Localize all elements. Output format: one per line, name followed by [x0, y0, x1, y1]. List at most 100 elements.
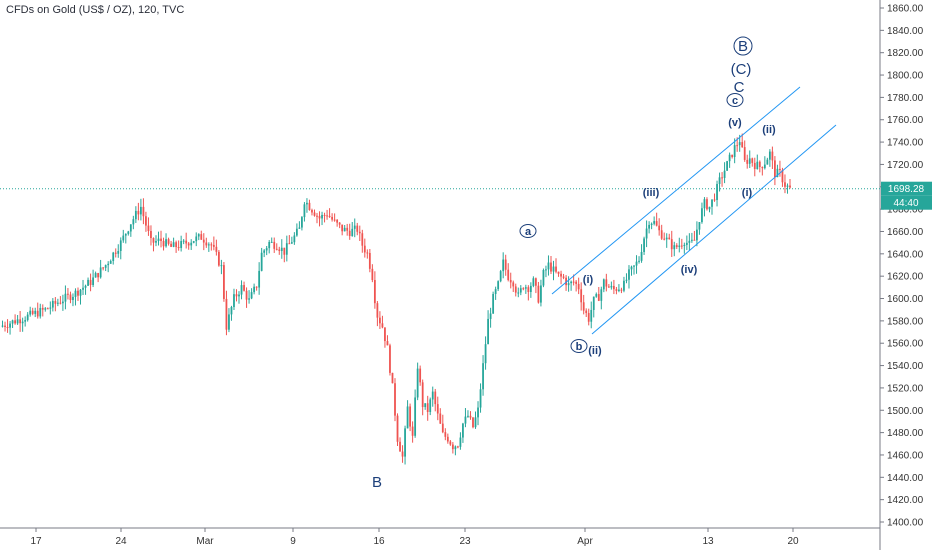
- candle-body: [776, 168, 779, 178]
- candle-body: [620, 289, 623, 291]
- price-tick-label: 1400.00: [887, 518, 924, 529]
- price-tick-label: 1740.00: [887, 138, 924, 149]
- candle-body: [273, 241, 276, 249]
- candle-body: [104, 265, 107, 268]
- candle-body: [414, 397, 417, 436]
- candle-body: [67, 293, 69, 295]
- wave-circle: [733, 36, 753, 56]
- candle-body: [122, 235, 125, 241]
- candle-body: [409, 406, 411, 427]
- time-tick-label: Apr: [577, 536, 593, 547]
- candle-body: [99, 267, 102, 278]
- candle-body: [675, 245, 678, 247]
- candle-body: [177, 247, 180, 249]
- wave-label: c: [732, 95, 738, 107]
- candle-body: [328, 215, 331, 217]
- candle-body: [635, 261, 638, 266]
- candle-body: [351, 228, 354, 237]
- candle-body: [371, 268, 374, 281]
- candle-body: [713, 199, 716, 201]
- candle-body: [469, 415, 472, 418]
- candle-body: [698, 222, 701, 230]
- candle-body: [781, 170, 784, 183]
- channel-upper-line: [551, 86, 801, 295]
- time-tick-label: 23: [459, 536, 471, 547]
- candle-body: [738, 142, 741, 146]
- candle-body: [265, 248, 268, 251]
- candle-body: [597, 294, 600, 301]
- candle-body: [633, 265, 635, 267]
- candle-body: [34, 310, 37, 314]
- candle-body: [147, 225, 150, 232]
- candle-body: [693, 239, 696, 241]
- candle-body: [187, 243, 190, 246]
- candle-body: [51, 300, 54, 308]
- candle-body: [482, 363, 484, 390]
- candle-body: [11, 320, 14, 324]
- candle-body: [404, 428, 406, 457]
- candle-body: [502, 259, 505, 272]
- candle-body: [285, 243, 288, 255]
- candle-body: [431, 391, 434, 400]
- candle-body: [44, 308, 47, 310]
- price-tick-label: 1660.00: [887, 227, 924, 238]
- candle-body: [570, 281, 573, 284]
- candle-body: [384, 327, 386, 342]
- wave-label: B: [372, 474, 382, 491]
- price-tick-label: 1640.00: [887, 249, 924, 260]
- wave-circle: [519, 224, 537, 238]
- candle-body: [109, 260, 112, 264]
- candle-body: [207, 244, 210, 246]
- candle-body: [615, 289, 618, 291]
- candle-body: [391, 372, 394, 384]
- price-tick-label: 1480.00: [887, 428, 924, 439]
- candles: [1, 133, 791, 465]
- price-tick-label: 1520.00: [887, 383, 924, 394]
- candle-body: [650, 223, 653, 225]
- candle-body: [195, 236, 198, 242]
- wave-label: (ii): [588, 345, 602, 357]
- candle-body: [235, 294, 238, 297]
- price-tick-label: 1500.00: [887, 406, 924, 417]
- candle-body: [595, 294, 598, 297]
- candle-body: [36, 310, 39, 317]
- candle-body: [356, 225, 359, 232]
- countdown-value: 44:40: [893, 198, 918, 209]
- candle-body: [472, 417, 474, 428]
- candle-body: [145, 216, 147, 226]
- candle-body: [212, 244, 215, 247]
- candle-body: [419, 368, 422, 383]
- candle-body: [653, 221, 656, 224]
- candle-body: [180, 241, 183, 248]
- candle-body: [306, 202, 308, 205]
- candle-body: [258, 270, 261, 288]
- price-tick-label: 1680.00: [887, 205, 924, 216]
- candle-body: [263, 250, 266, 253]
- candle-body: [41, 307, 44, 310]
- candle-body: [643, 238, 645, 252]
- candle-body: [333, 219, 336, 221]
- candle-body: [454, 446, 457, 450]
- candle-body: [673, 245, 676, 250]
- candle-body: [217, 251, 220, 266]
- candle-body: [89, 279, 92, 286]
- time-tick-label: 20: [787, 536, 799, 547]
- candle-body: [761, 166, 764, 169]
- candle-body: [74, 290, 77, 297]
- candle-body: [580, 289, 583, 303]
- candle-body: [680, 245, 683, 247]
- candle-body: [758, 161, 761, 167]
- candle-body: [786, 185, 789, 187]
- candle-body: [225, 298, 228, 330]
- candle-body: [107, 263, 110, 266]
- candle-body: [696, 229, 698, 241]
- candle-body: [338, 222, 341, 225]
- price-tick-label: 1860.00: [887, 4, 924, 15]
- candle-body: [497, 281, 500, 290]
- candle-body: [771, 151, 774, 161]
- candle-body: [648, 224, 651, 229]
- candle-body: [474, 417, 477, 428]
- candle-body: [366, 252, 369, 254]
- candle-body: [84, 285, 87, 288]
